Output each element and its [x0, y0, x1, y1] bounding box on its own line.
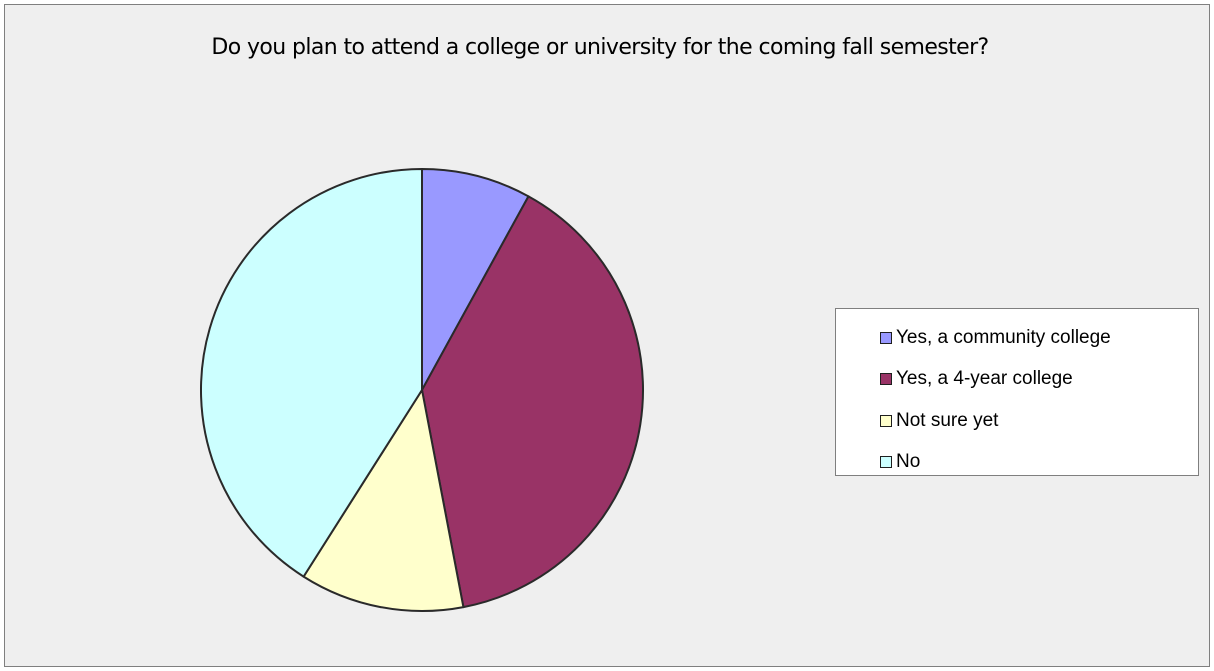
pie-slice-1 [421, 168, 530, 391]
legend-label: Yes, a 4-year college [896, 368, 1073, 390]
legend-item: Yes, a community college [836, 317, 1198, 359]
legend-swatch [880, 414, 892, 427]
legend: Yes, a community college Yes, a 4-year co… [835, 308, 1199, 476]
legend-swatch [880, 331, 892, 344]
legend-label: Yes, a community college [896, 326, 1111, 348]
legend-item: No [836, 442, 1198, 484]
pie-slice-2 [421, 195, 644, 609]
legend-swatch [880, 456, 892, 469]
pie-chart [199, 168, 644, 612]
legend-label: No [896, 451, 921, 473]
chart-title: Do you plan to attend a college or unive… [211, 35, 989, 60]
pie-slice-4 [199, 168, 423, 578]
legend-swatch [880, 373, 892, 386]
legend-item: Not sure yet [836, 400, 1198, 442]
chart-area: Do you plan to attend a college or unive… [4, 4, 1210, 667]
legend-label: Not sure yet [896, 409, 999, 431]
pie-slice-3 [302, 389, 465, 612]
legend-item: Yes, a 4-year college [836, 359, 1198, 401]
